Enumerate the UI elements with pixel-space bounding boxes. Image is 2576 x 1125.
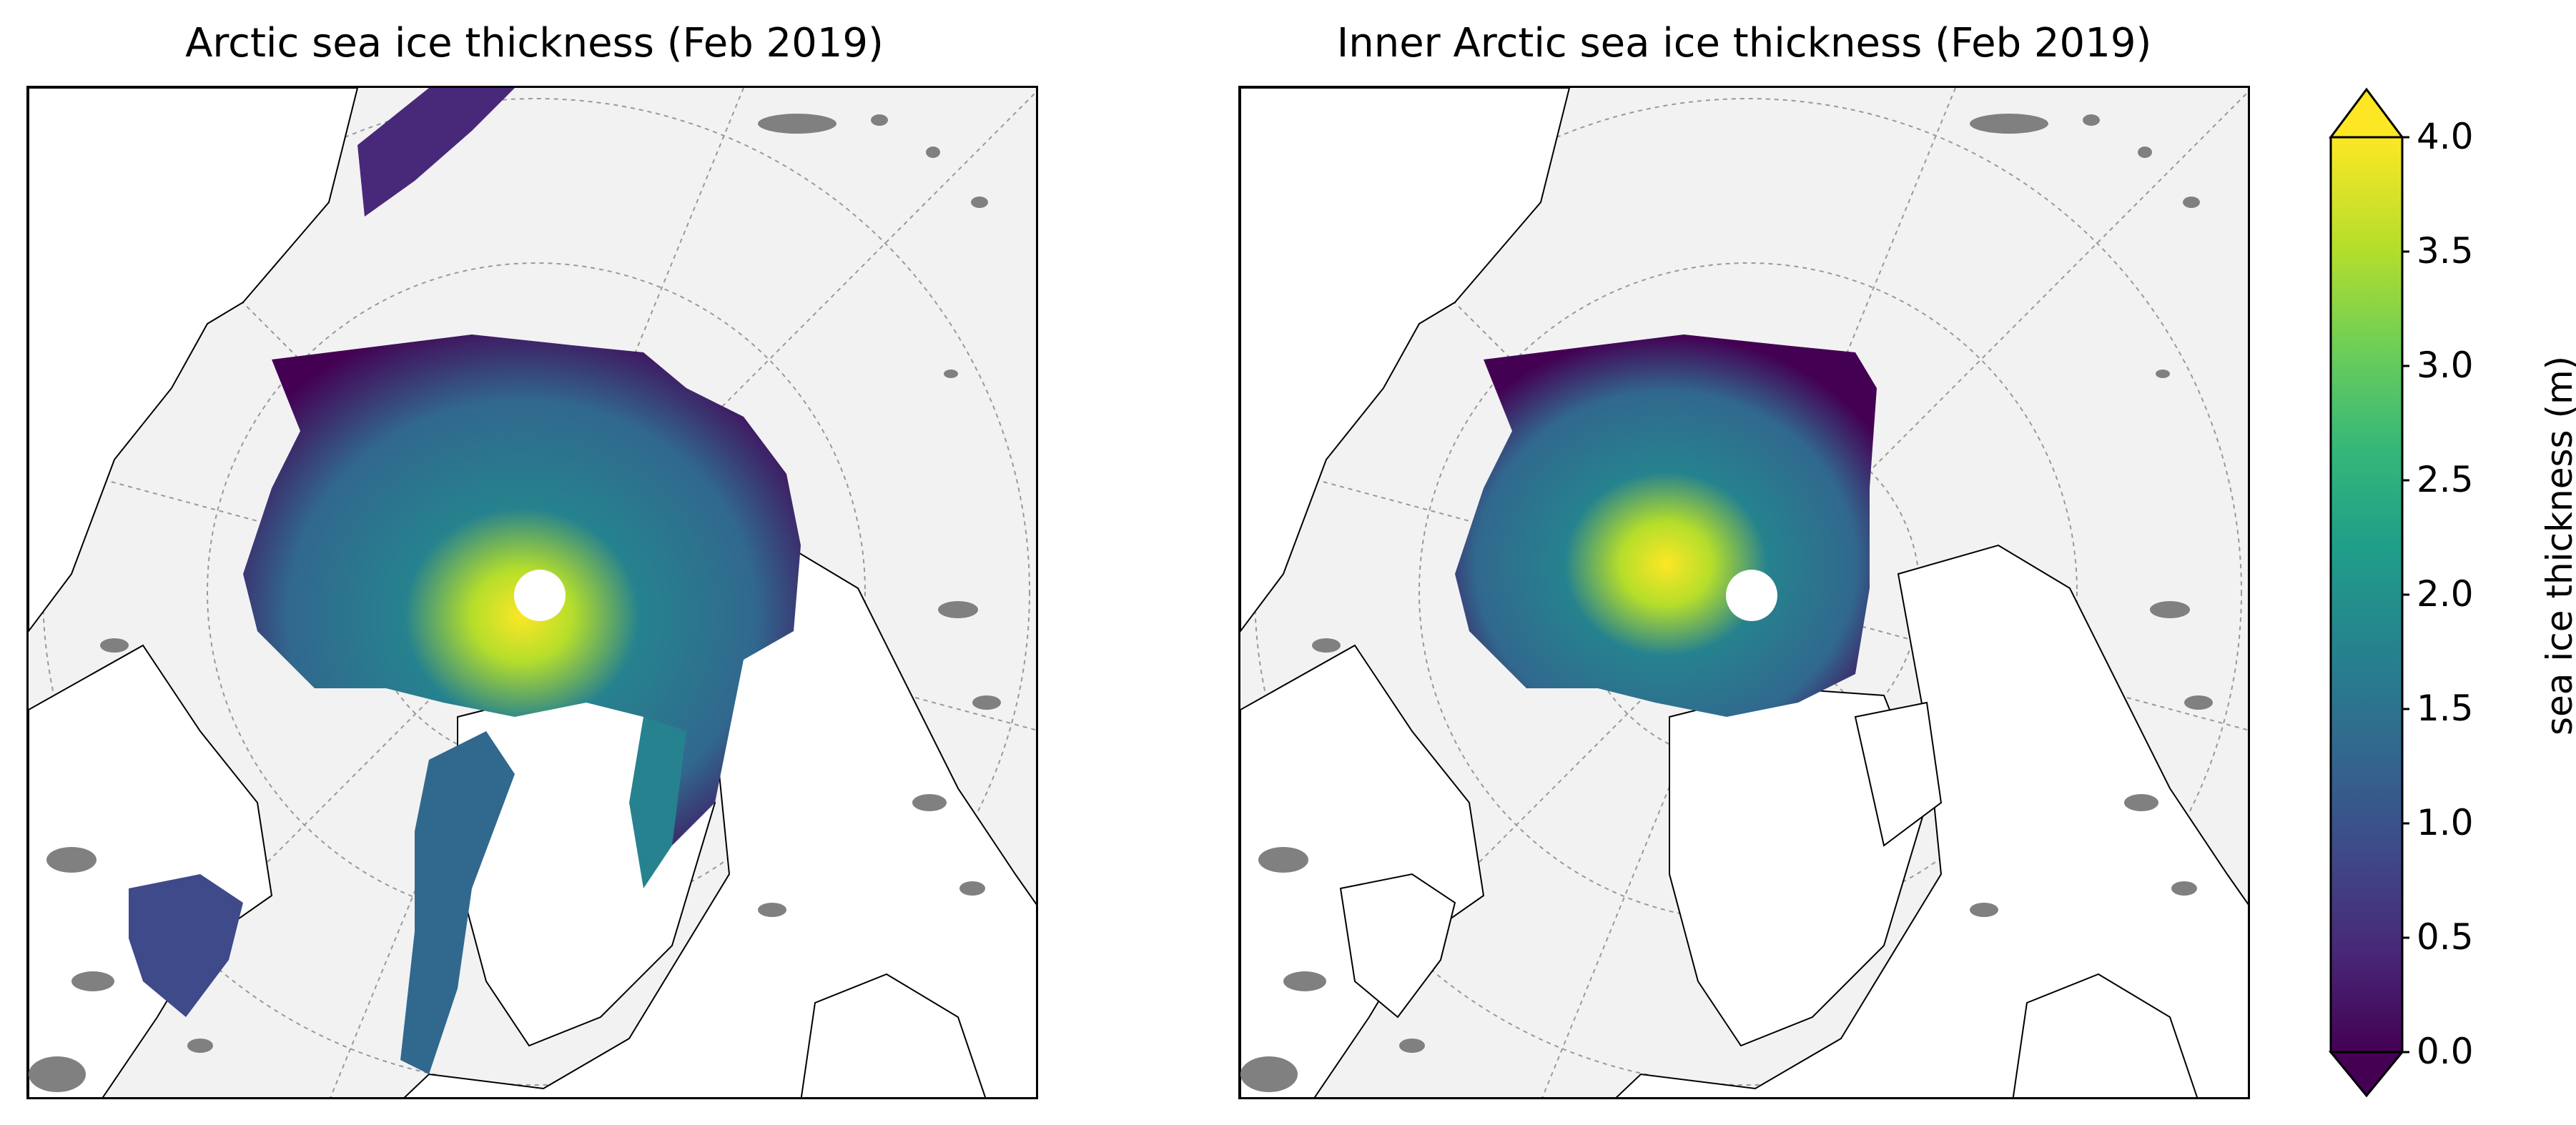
colorbar-tick-label: 1.0 — [2417, 802, 2474, 843]
right-map-frame — [1238, 86, 2250, 1099]
lakes — [1240, 114, 2213, 1092]
colorbar-tick-label: 4.0 — [2417, 116, 2474, 157]
colorbar-label: sea ice thickness (m) — [2539, 355, 2576, 735]
colorbar — [2324, 86, 2409, 1099]
colorbar-tick-label: 0.5 — [2417, 916, 2474, 958]
right-map-canvas — [1240, 88, 2248, 1097]
colorbar-tick-label: 2.0 — [2417, 573, 2474, 615]
pole-hole — [514, 570, 566, 621]
colorbar-extend-max — [2329, 87, 2404, 139]
sea-ice — [1455, 334, 1877, 717]
left-map-canvas — [29, 88, 1036, 1097]
left-map-frame — [26, 86, 1038, 1099]
colorbar-svg — [2328, 87, 2409, 1098]
colorbar-tick-label: 3.5 — [2417, 230, 2474, 272]
colorbar-tick-label: 0.0 — [2417, 1031, 2474, 1072]
colorbar-tick-label: 3.0 — [2417, 345, 2474, 386]
colorbar-extend-min — [2328, 1051, 2405, 1098]
right-map-title: Inner Arctic sea ice thickness (Feb 2019… — [1336, 20, 2152, 66]
colorbar-gradient — [2329, 136, 2404, 1054]
pole-hole — [1726, 570, 1777, 621]
left-map-title: Arctic sea ice thickness (Feb 2019) — [185, 20, 884, 66]
lakes — [29, 114, 1001, 1092]
colorbar-tick-label: 1.5 — [2417, 688, 2474, 729]
colorbar-tick-label: 2.5 — [2417, 459, 2474, 500]
